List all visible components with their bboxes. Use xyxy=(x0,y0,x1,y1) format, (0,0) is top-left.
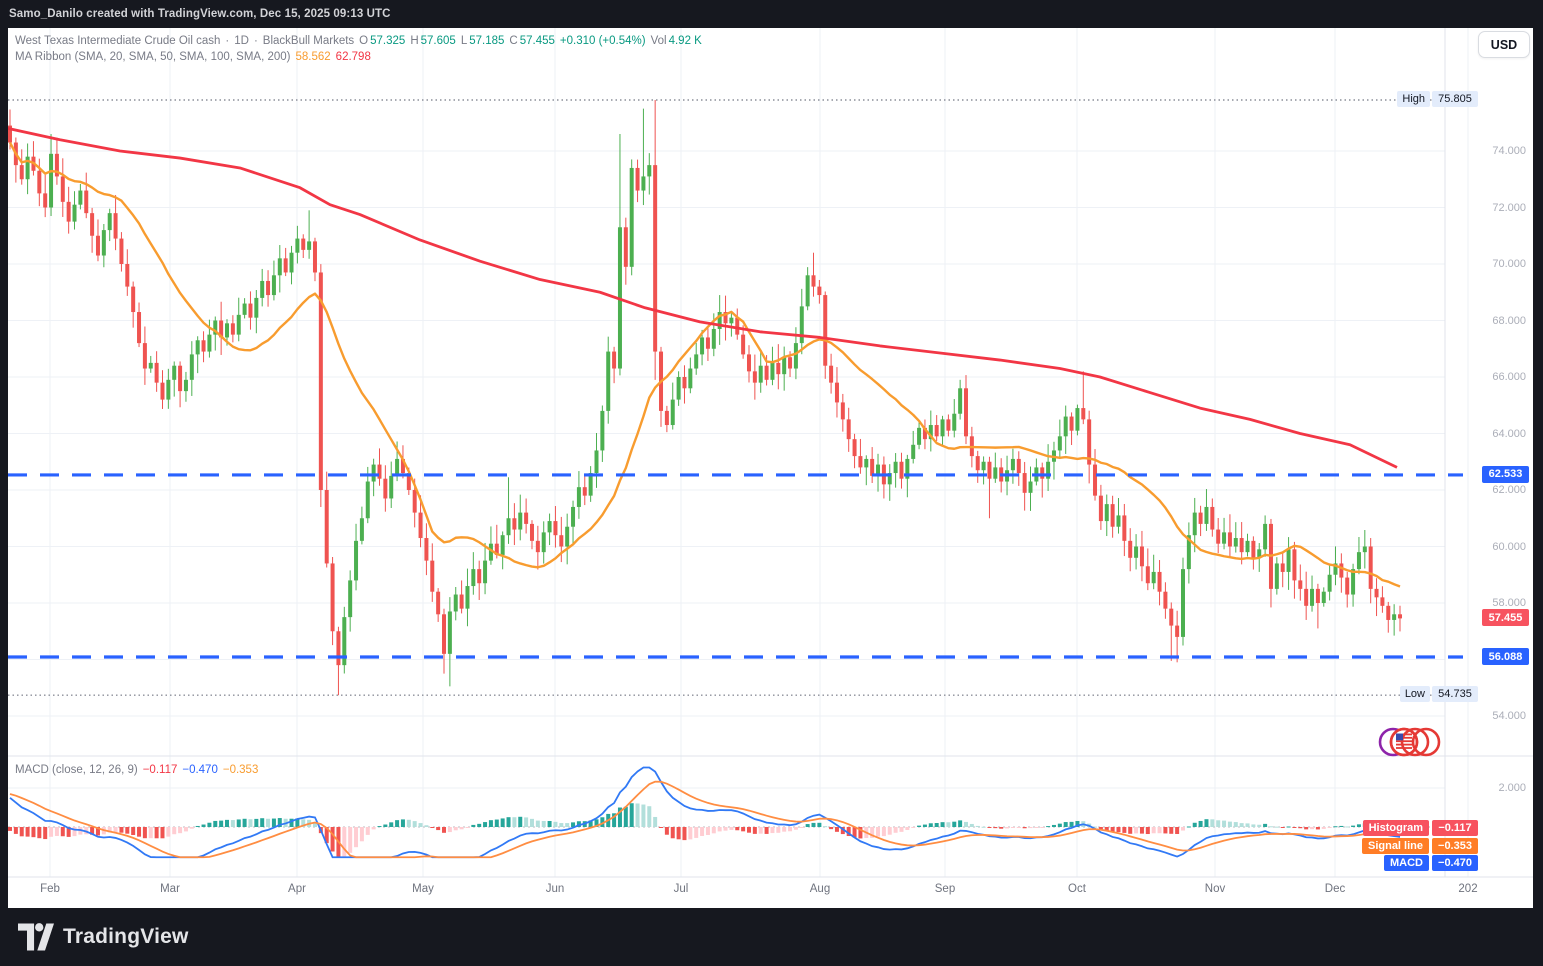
macd-line-value: −0.470 xyxy=(182,764,218,776)
sma200-line[interactable] xyxy=(8,127,1398,469)
low-label: L xyxy=(460,35,468,47)
price-tick-label: 72.000 xyxy=(1492,201,1526,214)
macd-signal-line xyxy=(9,780,1401,859)
ma20-value: 58.562 xyxy=(295,51,331,63)
price-tick-label: 70.000 xyxy=(1492,258,1526,270)
month-label: Apr xyxy=(288,883,306,895)
macd-badge-value: −0.117 xyxy=(1432,820,1478,836)
attribution-bar: Samo_Danilo created with TradingView.com… xyxy=(0,0,1543,28)
macd-histogram xyxy=(8,803,1403,857)
month-label: Oct xyxy=(1068,883,1086,895)
footer-bar: TradingView xyxy=(0,908,1543,966)
separator-dot: · xyxy=(225,35,230,47)
high-price-marker: High 75.805 xyxy=(1397,91,1478,107)
price-tick-label: 60.000 xyxy=(1492,540,1526,553)
month-label: Sep xyxy=(934,883,956,895)
macd-badge-tag: Signal line xyxy=(1361,837,1429,854)
chart-area[interactable]: West Texas Intermediate Crude Oil cash ·… xyxy=(8,28,1533,908)
macd-badge-tag: Histogram xyxy=(1362,820,1429,836)
macd-badge-value: −0.470 xyxy=(1432,855,1478,871)
month-label: Nov xyxy=(1204,883,1226,895)
high-price-value: 75.805 xyxy=(1432,91,1478,107)
ma-ribbon-name: MA Ribbon (SMA, 20, SMA, 50, SMA, 100, S… xyxy=(15,51,291,63)
volume-value: 4.92 K xyxy=(668,35,702,47)
month-label: Jul xyxy=(673,883,689,895)
month-label: Aug xyxy=(809,883,831,895)
price-tick-label: 64.000 xyxy=(1492,427,1526,440)
month-label: May xyxy=(412,883,434,895)
macd-badge-row: Signal line −0.353 xyxy=(1361,837,1478,854)
low-price-marker: Low 54.735 xyxy=(1399,686,1478,702)
month-label: Feb xyxy=(40,883,60,895)
macd-badge-row: Histogram −0.117 xyxy=(1362,820,1478,836)
month-label: Jun xyxy=(545,883,565,895)
open-label: O xyxy=(359,35,369,47)
close-value: 57.455 xyxy=(519,35,555,47)
price-level-label: 62.533 xyxy=(1482,465,1529,483)
attribution-text: Samo_Danilo created with TradingView.com… xyxy=(9,8,391,20)
price-tick-label: 66.000 xyxy=(1492,371,1526,383)
high-label: H xyxy=(410,35,419,47)
macd-badge-row: MACD −0.470 xyxy=(1384,855,1478,871)
exchange-label: BlackBull Markets xyxy=(262,35,355,47)
close-label: C xyxy=(509,35,518,47)
candlestick-series[interactable] xyxy=(8,100,1403,696)
price-tick-label: 62.000 xyxy=(1492,484,1526,496)
month-label: 202 xyxy=(1458,883,1478,895)
macd-badge-value: −0.353 xyxy=(1432,837,1478,854)
price-tick-label: 58.000 xyxy=(1492,597,1526,609)
tradingview-logo[interactable]: TradingView xyxy=(18,922,189,952)
broker-rings-logo xyxy=(1378,727,1441,757)
macd-hist-value: −0.117 xyxy=(142,764,178,776)
high-tag: High xyxy=(1397,91,1430,107)
low-value: 57.185 xyxy=(469,35,505,47)
interval-label: 1D xyxy=(234,35,249,47)
month-label: Dec xyxy=(1324,883,1346,895)
tradingview-wordmark: TradingView xyxy=(63,925,189,948)
macd-indicator-name: MACD (close, 12, 26, 9) xyxy=(15,764,138,776)
macd-header-row: MACD (close, 12, 26, 9) −0.117 −0.470 −0… xyxy=(15,764,258,776)
change-value: +0.310 (+0.54%) xyxy=(559,35,646,47)
macd-axis-tick: 2.000 xyxy=(1498,782,1526,794)
separator-dot: · xyxy=(253,35,258,47)
open-value: 57.325 xyxy=(370,35,406,47)
price-tick-label: 54.000 xyxy=(1492,710,1526,722)
ma-ribbon-header-row: MA Ribbon (SMA, 20, SMA, 50, SMA, 100, S… xyxy=(15,51,371,63)
macd-badge-tag: MACD xyxy=(1384,855,1429,871)
tradingview-logo-icon xyxy=(18,923,54,951)
chart-canvas[interactable] xyxy=(8,28,1533,908)
month-label: Mar xyxy=(160,883,180,895)
sma20-line[interactable] xyxy=(8,141,1401,588)
low-price-value: 54.735 xyxy=(1432,686,1478,702)
price-tick-label: 68.000 xyxy=(1492,314,1526,327)
symbol-title: West Texas Intermediate Crude Oil cash xyxy=(15,35,221,47)
price-level-label: 56.088 xyxy=(1482,648,1529,665)
ma200-value: 62.798 xyxy=(335,51,371,63)
low-tag: Low xyxy=(1399,686,1430,702)
price-level-label: 57.455 xyxy=(1482,609,1529,627)
high-value: 57.605 xyxy=(420,35,456,47)
currency-button[interactable]: USD xyxy=(1478,31,1530,58)
volume-label: Vol xyxy=(650,35,667,47)
macd-signal-value: −0.353 xyxy=(222,764,259,776)
price-tick-label: 74.000 xyxy=(1492,145,1526,157)
symbol-header-row: West Texas Intermediate Crude Oil cash ·… xyxy=(15,35,702,47)
macd-line xyxy=(9,766,1401,859)
